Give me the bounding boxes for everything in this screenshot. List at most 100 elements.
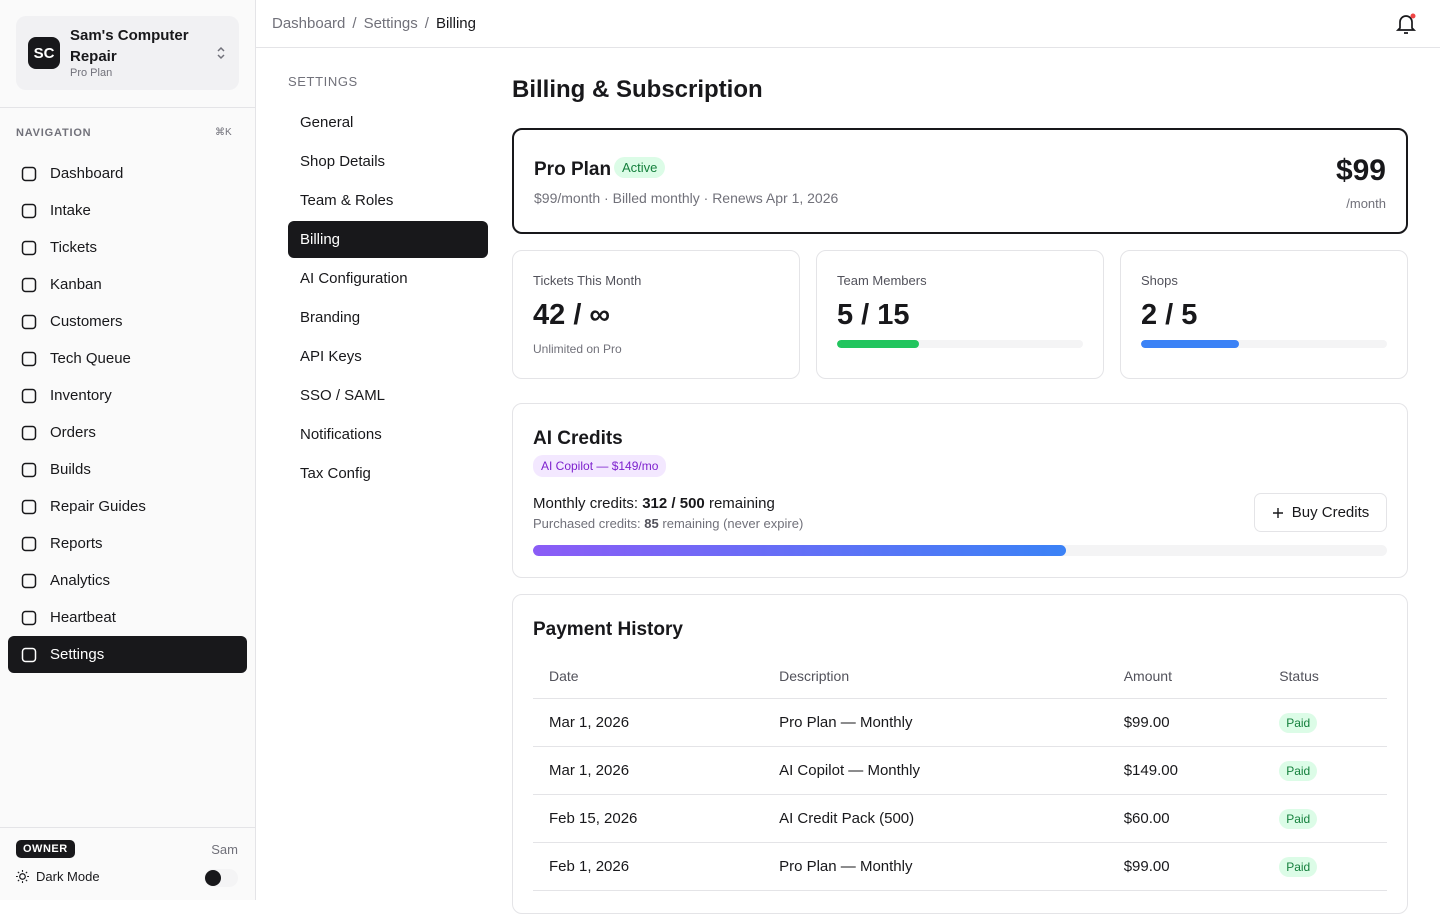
settings-nav-item[interactable]: Shop Details — [300, 153, 386, 170]
nav-item[interactable]: Reports — [8, 525, 247, 562]
monthly-label: Monthly credits: — [533, 495, 639, 512]
divider — [0, 107, 255, 108]
breadcrumb-item[interactable]: Settings — [363, 15, 418, 32]
table-cell: AI Credit Pack (500) — [763, 794, 1108, 843]
usage-label: Tickets This Month — [533, 273, 642, 288]
table-cell: Feb 1, 2026 — [533, 842, 764, 891]
buy-credits-button[interactable]: Buy Credits — [1254, 493, 1387, 532]
usage-value: 2 / 5 — [1141, 299, 1198, 331]
table-cell: Paid — [1263, 698, 1387, 747]
settings-heading: SETTINGS — [288, 74, 358, 89]
plan-price: $99 — [1335, 154, 1386, 187]
monthly-credits: Monthly credits: 312 / 500 remaining — [533, 495, 775, 512]
breadcrumb-item[interactable]: Dashboard — [272, 15, 346, 32]
nav-item[interactable]: Builds — [8, 451, 247, 488]
chevron-icon — [217, 46, 225, 60]
nav-label: Tech Queue — [50, 350, 131, 367]
breadcrumb-separator: / — [424, 15, 429, 32]
nav-label: Intake — [50, 202, 91, 219]
column-header: Description — [763, 655, 1108, 699]
table-cell: $60.00 — [1107, 794, 1264, 843]
dark-mode-label: Dark Mode — [16, 869, 100, 884]
nav-icon — [21, 277, 37, 292]
table-cell: Paid — [1263, 794, 1387, 843]
settings-nav-item[interactable]: AI Configuration — [300, 270, 408, 287]
nav-item[interactable]: Heartbeat — [8, 599, 247, 636]
settings-nav-item[interactable]: Tax Config — [300, 465, 371, 482]
table-cell: Paid — [1263, 746, 1387, 795]
nav-label: Kanban — [50, 276, 102, 293]
page-title: Billing & Subscription — [512, 76, 763, 103]
usage-bar — [1141, 340, 1240, 348]
table-cell: Pro Plan — Monthly — [763, 698, 1108, 747]
nav-item[interactable]: Analytics — [8, 562, 247, 599]
usage-value: 5 / 15 — [837, 299, 910, 331]
usage-label: Team Members — [837, 273, 927, 288]
nav-label: Heartbeat — [50, 609, 116, 626]
notifications-button[interactable] — [1394, 12, 1418, 36]
workspace-switcher[interactable]: SC Sam's Computer Repair Pro Plan — [16, 16, 239, 90]
purchased-value: 85 — [644, 516, 659, 531]
nav-icon — [21, 499, 37, 514]
nav-item[interactable]: Repair Guides — [8, 488, 247, 525]
usage-note: Unlimited on Pro — [533, 342, 622, 356]
workspace-name: Sam's Computer Repair — [70, 27, 189, 65]
nav-icon — [21, 314, 37, 329]
nav-item[interactable]: Orders — [8, 414, 247, 451]
nav-icon — [21, 351, 37, 366]
nav-item[interactable]: Dashboard — [8, 155, 247, 192]
nav-label: Reports — [50, 535, 103, 552]
purchased-credits: Purchased credits: 85 remaining (never e… — [533, 516, 803, 531]
dark-mode-text: Dark Mode — [36, 869, 100, 884]
nav-icon — [21, 388, 37, 403]
monthly-suffix: remaining — [708, 495, 775, 512]
settings-nav-item[interactable]: SSO / SAML — [300, 387, 386, 404]
nav-icon — [21, 203, 37, 218]
plan-card: Pro Plan Active $99/month · Billed month… — [512, 128, 1408, 234]
table-cell: AI Copilot — Monthly — [763, 746, 1108, 795]
usage-bar — [837, 340, 919, 348]
nav-item[interactable]: Tech Queue — [8, 340, 247, 377]
nav-item[interactable]: Kanban — [8, 266, 247, 303]
nav-icon — [21, 425, 37, 440]
nav-icon — [21, 462, 37, 477]
nav-item[interactable]: Settings — [8, 636, 247, 673]
settings-nav-item[interactable]: General — [300, 114, 354, 131]
divider — [0, 827, 255, 828]
monthly-value: 312 / 500 — [642, 495, 705, 512]
settings-nav-item[interactable]: Billing — [288, 221, 488, 258]
payment-row: Feb 1, 2026 Pro Plan — Monthly $99.00 Paid — [533, 842, 1387, 891]
role-badge: OWNER — [16, 840, 75, 858]
usage-value: 42 / ∞ — [533, 299, 611, 331]
settings-nav-item[interactable]: Team & Roles — [300, 192, 394, 209]
table-cell: Pro Plan — Monthly — [763, 842, 1108, 891]
nav-item[interactable]: Inventory — [8, 377, 247, 414]
settings-nav-item[interactable]: Branding — [300, 309, 361, 326]
payment-title: Payment History — [533, 619, 683, 640]
settings-nav-item[interactable]: API Keys — [300, 348, 362, 365]
payment-row: Mar 1, 2026 Pro Plan — Monthly $99.00 Paid — [533, 698, 1387, 747]
breadcrumb-item[interactable]: Billing — [435, 15, 476, 32]
status-badge: Paid — [1279, 712, 1318, 733]
nav-item[interactable]: Intake — [8, 192, 247, 229]
dark-mode-toggle[interactable] — [204, 869, 238, 887]
status-badge: Paid — [1279, 856, 1318, 877]
usage-card: Team Members 5 / 15 — [816, 250, 1104, 379]
purchased-suffix: remaining (never expire) — [662, 516, 804, 531]
sidebar: SC Sam's Computer Repair Pro Plan NAVIGA… — [0, 0, 256, 900]
plan-details: $99/month · Billed monthly · Renews Apr … — [534, 190, 839, 206]
nav-item[interactable]: Customers — [8, 303, 247, 340]
nav-item[interactable]: Tickets — [8, 229, 247, 266]
settings-nav: General Shop Details Team & Roles Billing AI… — [288, 104, 488, 494]
table-cell: Paid — [1263, 842, 1387, 891]
button-label: Buy Credits — [1291, 504, 1370, 521]
payment-table: Date Description Amount Status Mar 1, 2026 Pr… — [533, 655, 1387, 891]
usage-card: Shops 2 / 5 — [1120, 250, 1408, 379]
usage-track — [837, 340, 1083, 348]
settings-nav-item[interactable]: Notifications — [300, 426, 382, 443]
column-header: Status — [1263, 655, 1387, 699]
breadcrumb: Dashboard / Settings / Billing — [272, 15, 476, 32]
credits-bar — [533, 545, 1066, 556]
